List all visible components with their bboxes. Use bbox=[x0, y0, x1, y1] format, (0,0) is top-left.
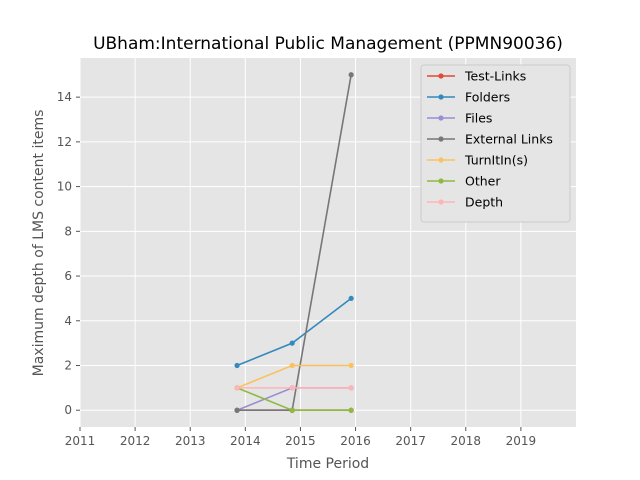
data-point bbox=[234, 407, 240, 413]
legend-marker bbox=[438, 115, 444, 121]
x-tick-label: 2011 bbox=[65, 434, 96, 448]
y-tick-label: 14 bbox=[57, 90, 72, 104]
legend-marker bbox=[438, 73, 444, 79]
x-tick-label: 2014 bbox=[230, 434, 261, 448]
y-tick-label: 12 bbox=[57, 135, 72, 149]
series-depth bbox=[234, 385, 354, 391]
legend-marker bbox=[438, 94, 444, 100]
x-tick-label: 2015 bbox=[285, 434, 316, 448]
data-point bbox=[234, 385, 240, 391]
legend-item: TurnItIn(s) bbox=[427, 153, 528, 168]
x-tick-label: 2016 bbox=[340, 434, 371, 448]
data-point bbox=[289, 340, 295, 346]
data-point bbox=[348, 385, 354, 391]
legend-marker bbox=[438, 157, 444, 163]
x-tick-label: 2017 bbox=[395, 434, 426, 448]
y-tick-label: 4 bbox=[64, 314, 72, 328]
data-point bbox=[234, 362, 240, 369]
legend-item: Depth bbox=[427, 195, 503, 210]
data-point bbox=[348, 362, 354, 369]
series-lines bbox=[234, 72, 354, 413]
y-axis-label: Maximum depth of LMS content items bbox=[31, 110, 47, 377]
legend-item: Test-Links bbox=[427, 69, 526, 84]
y-tick-label: 10 bbox=[57, 180, 72, 194]
x-tick-label: 2012 bbox=[120, 434, 151, 448]
legend-marker bbox=[438, 178, 444, 184]
legend-label: Other bbox=[465, 174, 501, 189]
x-tick-label: 2013 bbox=[175, 434, 206, 448]
legend-label: Folders bbox=[465, 90, 510, 105]
legend-marker bbox=[438, 136, 444, 142]
x-tick-label: 2018 bbox=[451, 434, 482, 448]
data-point bbox=[348, 407, 354, 413]
legend-marker bbox=[438, 199, 444, 205]
data-point bbox=[289, 407, 295, 413]
x-axis-ticks: 2011 2012 2013 2014 2015 2016 2017 2018 2019 bbox=[65, 427, 536, 448]
legend: Test-Links Folders Files External Links Turn… bbox=[420, 64, 571, 223]
data-point bbox=[289, 362, 295, 369]
data-point bbox=[348, 295, 354, 302]
legend-item: Files bbox=[427, 111, 492, 126]
legend-label: Files bbox=[465, 111, 492, 126]
series-folders bbox=[234, 295, 354, 369]
y-tick-label: 6 bbox=[64, 269, 72, 283]
data-point bbox=[348, 72, 354, 78]
legend-label: Depth bbox=[465, 195, 503, 210]
legend-item: Folders bbox=[427, 90, 510, 105]
y-tick-label: 8 bbox=[64, 224, 72, 238]
x-tick-label: 2019 bbox=[506, 434, 537, 448]
y-tick-label: 0 bbox=[64, 403, 72, 417]
data-point bbox=[289, 385, 295, 391]
y-tick-label: 2 bbox=[64, 359, 72, 373]
legend-item: Other bbox=[427, 174, 501, 189]
legend-label: External Links bbox=[465, 132, 553, 147]
legend-item: External Links bbox=[427, 132, 553, 147]
x-axis-label: Time Period bbox=[286, 456, 369, 472]
y-axis-ticks: 0 2 4 6 8 10 12 14 bbox=[57, 90, 80, 417]
legend-label: TurnItIn(s) bbox=[464, 153, 528, 168]
chart-title: UBham:International Public Management (P… bbox=[93, 34, 563, 54]
legend-label: Test-Links bbox=[464, 69, 526, 84]
legend-frame bbox=[420, 64, 571, 223]
